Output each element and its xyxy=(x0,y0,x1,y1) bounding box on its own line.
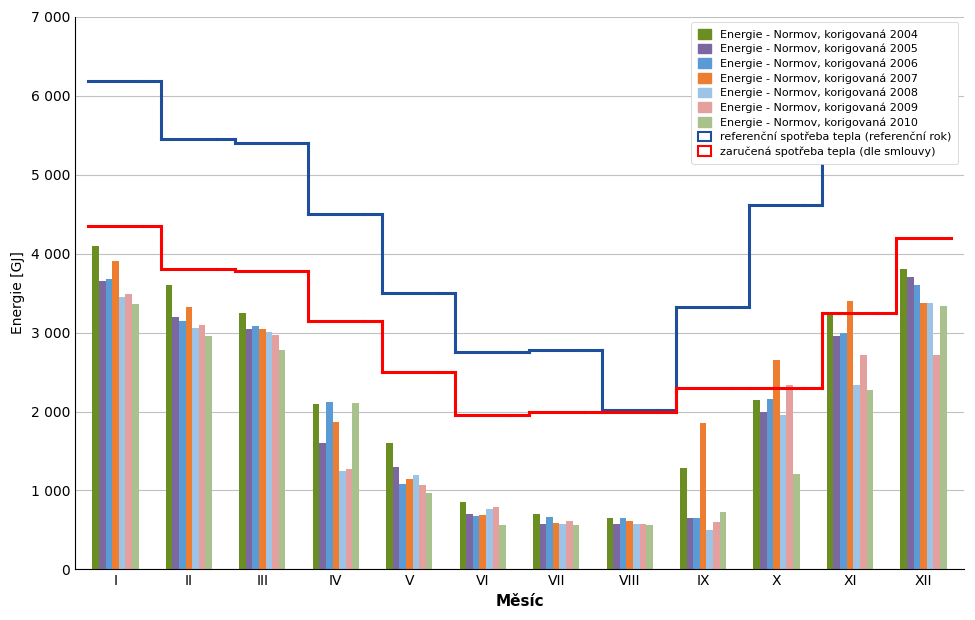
Bar xyxy=(713,522,720,570)
Bar xyxy=(499,525,506,570)
Bar xyxy=(853,384,860,570)
Bar xyxy=(326,402,332,570)
Bar xyxy=(920,303,927,570)
Bar xyxy=(686,518,693,570)
Bar xyxy=(640,524,646,570)
Bar xyxy=(907,277,914,570)
Bar xyxy=(246,329,253,570)
Bar xyxy=(480,515,486,570)
Bar xyxy=(787,386,793,570)
Bar xyxy=(466,514,473,570)
Bar xyxy=(560,524,566,570)
Bar xyxy=(346,469,352,570)
Bar xyxy=(132,304,138,570)
Bar xyxy=(119,297,126,570)
Bar xyxy=(473,516,480,570)
Bar xyxy=(339,471,346,570)
Bar xyxy=(566,521,572,570)
Bar xyxy=(253,326,259,570)
Bar xyxy=(840,332,846,570)
Bar xyxy=(93,246,98,570)
Bar xyxy=(406,479,412,570)
Bar xyxy=(773,360,780,570)
Bar xyxy=(426,493,432,570)
Bar xyxy=(539,524,546,570)
X-axis label: Měsíc: Měsíc xyxy=(495,594,544,609)
Bar xyxy=(720,512,726,570)
Bar xyxy=(206,337,212,570)
Bar xyxy=(646,525,653,570)
Bar xyxy=(760,412,766,570)
Bar xyxy=(319,443,326,570)
Bar xyxy=(827,312,834,570)
Bar xyxy=(927,303,933,570)
Bar xyxy=(693,518,700,570)
Bar xyxy=(846,301,853,570)
Y-axis label: Energie [GJ]: Energie [GJ] xyxy=(11,252,25,334)
Bar xyxy=(572,525,579,570)
Bar xyxy=(313,404,319,570)
Bar xyxy=(867,390,874,570)
Bar xyxy=(352,403,359,570)
Bar xyxy=(185,308,192,570)
Bar xyxy=(754,400,761,570)
Bar xyxy=(272,335,279,570)
Bar xyxy=(606,518,613,570)
Bar xyxy=(766,399,773,570)
Bar xyxy=(933,355,940,570)
Bar xyxy=(834,337,840,570)
Bar xyxy=(700,423,707,570)
Bar xyxy=(259,329,265,570)
Bar xyxy=(613,524,620,570)
Legend: Energie - Normov, korigovaná 2004, Energie - Normov, korigovaná 2005, Energie - : Energie - Normov, korigovaná 2004, Energ… xyxy=(691,22,958,164)
Bar xyxy=(265,332,272,570)
Bar xyxy=(553,523,560,570)
Bar xyxy=(173,317,179,570)
Bar xyxy=(192,328,199,570)
Bar xyxy=(707,530,713,570)
Bar xyxy=(860,355,867,570)
Bar xyxy=(459,502,466,570)
Bar xyxy=(680,468,686,570)
Bar xyxy=(105,279,112,570)
Bar xyxy=(239,312,246,570)
Bar xyxy=(533,514,539,570)
Bar xyxy=(332,422,339,570)
Bar xyxy=(98,281,105,570)
Bar xyxy=(400,484,406,570)
Bar xyxy=(393,467,400,570)
Bar xyxy=(780,415,787,570)
Bar xyxy=(199,326,206,570)
Bar xyxy=(166,285,173,570)
Bar xyxy=(793,474,800,570)
Bar xyxy=(914,285,920,570)
Bar xyxy=(546,516,553,570)
Bar xyxy=(626,521,633,570)
Bar xyxy=(940,306,947,570)
Bar xyxy=(620,518,626,570)
Bar xyxy=(279,350,286,570)
Bar xyxy=(412,475,419,570)
Bar xyxy=(419,485,426,570)
Bar xyxy=(386,443,393,570)
Bar xyxy=(126,294,132,570)
Bar xyxy=(112,262,119,570)
Bar xyxy=(486,510,492,570)
Bar xyxy=(179,321,185,570)
Bar xyxy=(900,269,907,570)
Bar xyxy=(492,507,499,570)
Bar xyxy=(633,525,640,570)
